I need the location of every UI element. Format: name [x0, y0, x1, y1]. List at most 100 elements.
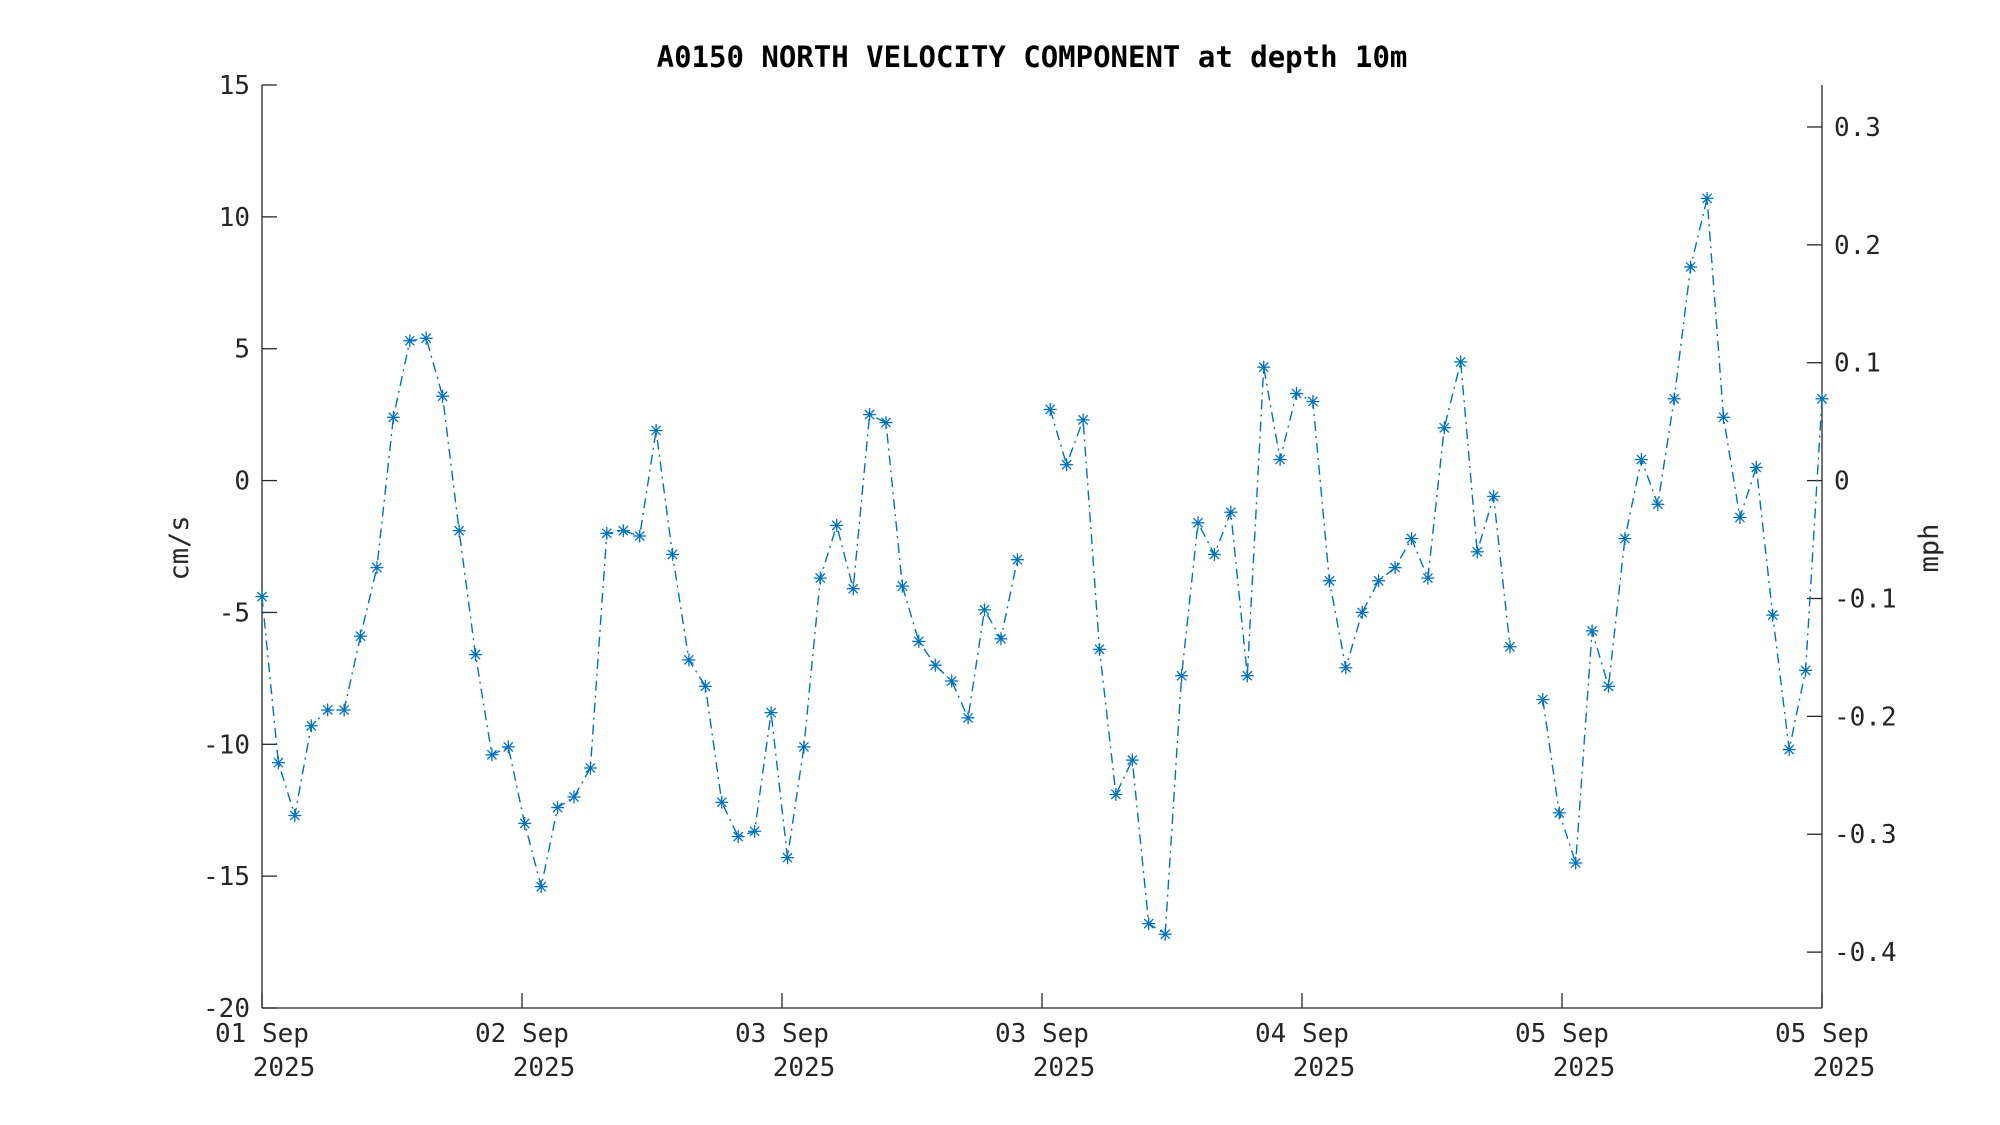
data-point [1684, 260, 1698, 274]
data-point [1060, 458, 1074, 472]
data-point [846, 582, 860, 596]
data-point [1454, 355, 1468, 369]
data-point [1733, 511, 1747, 524]
data-point [682, 653, 696, 667]
data-point [1470, 545, 1484, 559]
data-point [354, 629, 367, 643]
data-point [1043, 402, 1057, 416]
data-point [1158, 927, 1172, 941]
data-point [370, 561, 384, 575]
data-point [1273, 453, 1287, 466]
y2-axis-label: mph [1914, 524, 1945, 573]
data-point [879, 416, 893, 430]
data-point [583, 761, 597, 775]
data-point [1766, 608, 1780, 622]
data-point [666, 547, 679, 561]
data-point [518, 816, 532, 830]
data-point [1815, 392, 1829, 406]
data-point [1618, 532, 1632, 546]
data-point [649, 424, 663, 437]
data-point [1093, 642, 1106, 656]
y2-tick-label: 0.1 [1834, 349, 1881, 379]
data-point [551, 801, 565, 815]
data-point [1569, 856, 1583, 870]
data-point [1355, 605, 1369, 619]
data-point [337, 703, 351, 717]
data-point [1717, 410, 1730, 424]
data-point [386, 410, 400, 424]
data-point [1224, 505, 1238, 519]
data-point [1125, 753, 1139, 767]
axes: 15 10 5 0 -5 -10 -15 -20 0.3 0.2 0.1 0 -0.1 -0.2 -0.3 -… [203, 71, 1897, 1083]
data-point [715, 795, 729, 809]
data-point [1142, 917, 1156, 931]
y2-tick-label: -0.2 [1834, 702, 1897, 732]
data-point [698, 679, 712, 693]
data-point [1667, 392, 1681, 406]
series-line [261, 337, 1019, 887]
x-tick-label-year: 2025 [1293, 1053, 1356, 1083]
data-point [1700, 191, 1714, 205]
data-point [1536, 693, 1550, 706]
y2-tick-label: -0.4 [1834, 938, 1897, 968]
data-point [830, 518, 844, 532]
data-point [1503, 640, 1517, 654]
data-point [1240, 669, 1254, 683]
data-point [731, 830, 745, 844]
data-point [961, 711, 975, 725]
y2-tick-label: -0.1 [1834, 584, 1897, 614]
series-line [1049, 361, 1511, 936]
data-point [1405, 532, 1418, 546]
y-tick-label: 15 [219, 71, 250, 101]
data-point [1421, 571, 1435, 585]
data-point [419, 331, 433, 345]
x-tick-label-day: 04 Sep [1255, 1019, 1349, 1049]
x-tick-label-day: 03 Sep [735, 1019, 829, 1049]
data-point [1651, 497, 1665, 511]
data-point [1799, 663, 1813, 677]
data-point [978, 603, 991, 617]
data-point [403, 334, 417, 348]
y2-tick-label: 0.2 [1834, 231, 1881, 261]
data-point [945, 674, 959, 688]
data-point [1257, 360, 1271, 374]
data-point [304, 719, 318, 733]
data-point [1602, 679, 1615, 693]
x-tick-label-year: 2025 [1553, 1053, 1616, 1083]
data-point [895, 579, 909, 593]
data-point [1010, 553, 1024, 567]
y-tick-label: -5 [219, 598, 250, 628]
data-point [501, 740, 515, 754]
y2-tick-label: 0 [1834, 467, 1850, 497]
data-point [1076, 413, 1090, 427]
y-axis-label: cm/s [164, 515, 195, 580]
data-point [781, 851, 794, 865]
data-point [994, 632, 1008, 646]
data-point [1782, 743, 1796, 757]
x-tick-label-year: 2025 [1813, 1053, 1876, 1083]
data-point [436, 389, 450, 403]
data-point [1207, 547, 1221, 561]
data-point [469, 648, 482, 662]
x-tick-label-day: 05 Sep [1515, 1019, 1609, 1049]
data-point [271, 756, 285, 770]
data-point [600, 526, 614, 540]
data-point [567, 790, 581, 804]
data-point [633, 529, 647, 543]
data-point [288, 809, 302, 822]
data-point [616, 524, 630, 538]
data-point [452, 524, 466, 538]
data-point [764, 706, 778, 720]
x-tick-label-year: 2025 [1033, 1053, 1096, 1083]
data-point [321, 703, 335, 717]
series-line [1542, 198, 1823, 864]
x-tick-label-day: 03 Sep [995, 1019, 1089, 1049]
data-point [1634, 453, 1648, 466]
data-point [1109, 787, 1123, 801]
x-tick-label-year: 2025 [513, 1053, 576, 1083]
data-point [748, 824, 762, 838]
data-point [1388, 561, 1402, 575]
y-tick-label: 0 [234, 467, 250, 497]
y2-tick-label: 0.3 [1834, 113, 1881, 143]
